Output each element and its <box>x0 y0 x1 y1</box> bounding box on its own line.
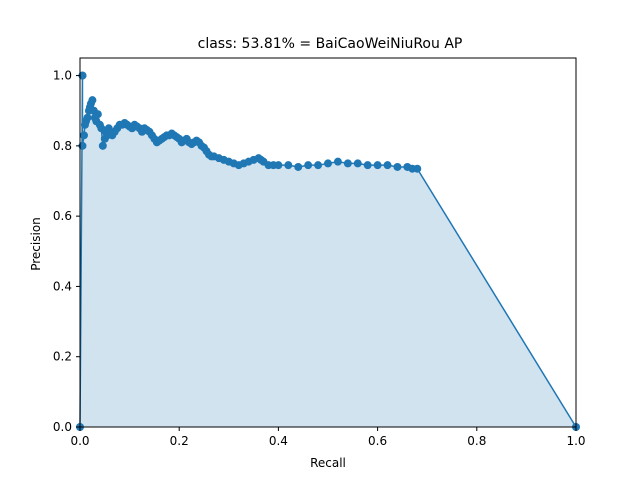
x-tick-label: 0.0 <box>70 434 89 448</box>
x-axis: 0.0 0.2 0.4 0.6 0.8 1.0 <box>70 427 586 448</box>
y-tick-label: 0.4 <box>53 279 72 293</box>
data-point <box>79 131 88 140</box>
data-point <box>353 159 362 168</box>
x-axis-label: Recall <box>310 456 346 470</box>
y-tick-label: 0.6 <box>53 209 72 223</box>
data-point <box>93 110 102 119</box>
y-tick-label: 1.0 <box>53 69 72 83</box>
y-tick-label: 0.8 <box>53 139 72 153</box>
y-tick-label: 0.2 <box>53 350 72 364</box>
data-point <box>98 141 107 150</box>
data-point <box>383 161 392 170</box>
data-point <box>413 164 422 173</box>
data-point <box>274 161 283 170</box>
plot-area <box>76 57 580 431</box>
data-point <box>324 159 332 168</box>
data-point <box>83 113 92 122</box>
x-tick-label: 1.0 <box>566 434 585 448</box>
chart-title: class: 53.81% = BaiCaoWeiNiuRou AP <box>198 36 463 52</box>
data-point <box>88 96 97 105</box>
data-point <box>363 161 372 170</box>
data-point <box>333 157 342 166</box>
data-point <box>294 162 303 171</box>
data-point <box>304 161 313 170</box>
y-tick-label: 0.0 <box>53 420 72 434</box>
x-tick-label: 0.6 <box>368 434 387 448</box>
data-point <box>393 162 402 171</box>
x-tick-label: 0.4 <box>269 434 288 448</box>
data-point <box>284 161 293 170</box>
x-tick-label: 0.8 <box>467 434 486 448</box>
area-fill <box>80 75 576 428</box>
y-axis: 0.0 0.2 0.4 0.6 0.8 1.0 <box>53 69 80 434</box>
data-point <box>343 159 352 168</box>
x-tick-label: 0.2 <box>170 434 189 448</box>
data-point <box>314 161 323 170</box>
data-point <box>373 161 382 170</box>
y-axis-label: Precision <box>29 217 43 271</box>
axes-frame <box>79 57 577 428</box>
